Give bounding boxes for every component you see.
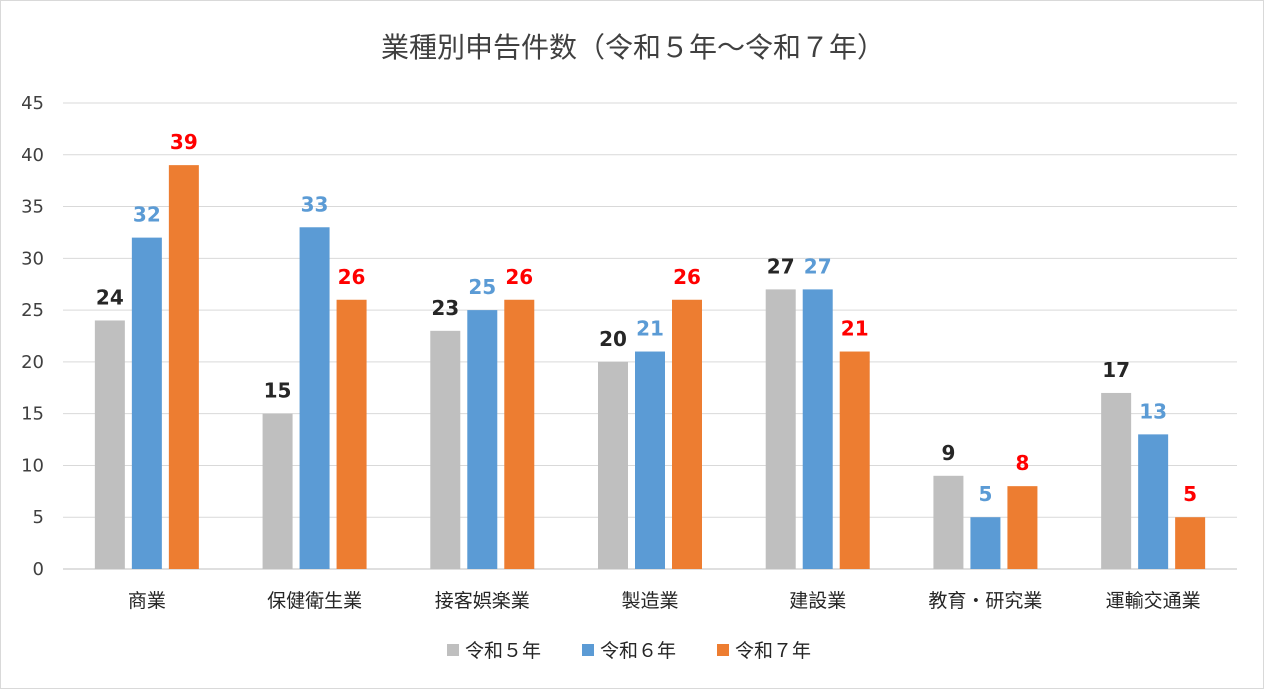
data-label: 13 — [1139, 399, 1167, 423]
category-label: 教育・研究業 — [928, 590, 1042, 612]
bar — [262, 413, 293, 569]
category-label: 保健衛生業 — [267, 590, 362, 612]
legend-label: 令和６年 — [600, 640, 676, 662]
category-label: 建設業 — [789, 590, 846, 612]
bar — [299, 227, 330, 569]
bar — [635, 351, 665, 569]
data-label: 5 — [978, 482, 992, 506]
bar — [933, 475, 964, 569]
bar — [970, 517, 1001, 569]
bar — [1175, 517, 1206, 569]
data-label: 17 — [1102, 358, 1130, 382]
bar — [672, 299, 702, 569]
bar — [94, 320, 125, 569]
legend: 令和５年 令和６年 令和７年 — [447, 640, 811, 662]
legend-swatch — [717, 644, 729, 656]
bar — [1007, 486, 1038, 569]
y-tick-label: 35 — [21, 197, 44, 218]
data-label: 9 — [941, 441, 955, 465]
data-label: 24 — [96, 285, 124, 309]
bar — [598, 361, 628, 569]
category-label: 運輸交通業 — [1106, 590, 1201, 612]
bar — [839, 351, 870, 569]
data-label: 21 — [636, 317, 664, 341]
y-tick-label: 20 — [21, 352, 44, 373]
y-tick-label: 10 — [21, 455, 44, 476]
data-label: 33 — [301, 192, 329, 216]
bar — [765, 289, 796, 569]
y-tick-label: 5 — [33, 507, 44, 528]
data-label: 26 — [505, 265, 533, 289]
bar — [467, 310, 498, 569]
legend-label: 令和７年 — [735, 640, 811, 662]
y-tick-label: 25 — [21, 300, 44, 321]
chart-title: 業種別申告件数（令和５年～令和７年） — [381, 31, 885, 64]
data-label: 39 — [170, 130, 198, 154]
category-label: 商業 — [128, 590, 166, 612]
data-label: 26 — [338, 265, 366, 289]
data-label: 21 — [841, 317, 869, 341]
y-tick-label: 30 — [21, 248, 44, 269]
data-label: 8 — [1015, 451, 1029, 475]
data-label: 27 — [767, 254, 795, 278]
y-axis-ticks: 0 5 10 15 20 25 30 35 40 45 — [21, 93, 44, 580]
bar — [131, 237, 162, 569]
data-label: 15 — [264, 379, 292, 403]
bar — [1101, 392, 1132, 569]
category-label: 製造業 — [621, 590, 678, 612]
data-label: 27 — [804, 254, 832, 278]
y-tick-label: 45 — [21, 93, 44, 114]
category-label: 接客娯楽業 — [435, 590, 530, 612]
legend-swatch — [447, 644, 459, 656]
bar — [336, 299, 367, 569]
legend-swatch — [582, 644, 594, 656]
legend-label: 令和５年 — [465, 640, 541, 662]
data-label: 20 — [599, 327, 627, 351]
data-label: 25 — [468, 275, 496, 299]
data-label: 26 — [673, 265, 701, 289]
data-label: 5 — [1183, 482, 1197, 506]
data-label: 32 — [133, 203, 161, 227]
bar — [168, 165, 199, 569]
bars — [94, 165, 1206, 569]
bar — [504, 299, 535, 569]
x-axis-categories: 商業 保健衛生業 接客娯楽業 製造業 建設業 教育・研究業 運輸交通業 — [128, 590, 1201, 612]
bar — [802, 289, 833, 569]
y-tick-label: 0 — [33, 559, 44, 580]
data-label: 23 — [431, 296, 459, 320]
bar — [430, 330, 461, 569]
y-tick-label: 15 — [21, 404, 44, 425]
y-tick-label: 40 — [21, 145, 44, 166]
bar — [1138, 434, 1169, 569]
